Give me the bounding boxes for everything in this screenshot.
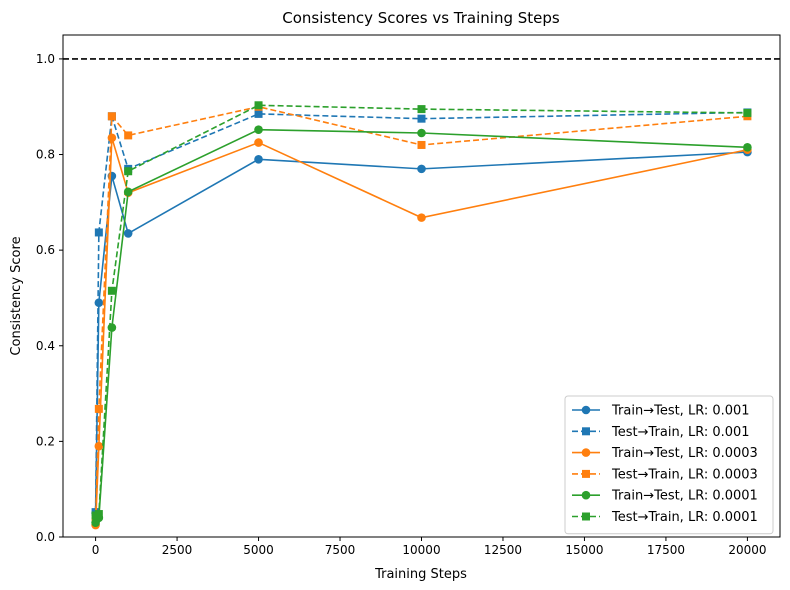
- data-point: [254, 138, 263, 147]
- data-point: [124, 131, 133, 140]
- data-point: [417, 140, 426, 149]
- chart-title: Consistency Scores vs Training Steps: [282, 9, 560, 27]
- legend-label: Test→Train, LR: 0.0003: [611, 467, 758, 482]
- legend-box: [564, 395, 774, 535]
- plot-area: 0 2500 5000 7500 10000 12500 15000 17500 20000 0.…: [36, 34, 781, 557]
- x-tick-label: 12500: [484, 543, 522, 557]
- y-axis-title: Consistency Score: [9, 236, 24, 355]
- y-tick-label: 0.6: [36, 243, 55, 257]
- legend-marker: [581, 405, 591, 415]
- data-point: [417, 128, 426, 138]
- data-point: [107, 112, 116, 121]
- legend: Train→Test, LR: 0.001 Test→Train, LR: 0.0…: [564, 395, 774, 535]
- x-tick-label: 2500: [162, 543, 193, 557]
- legend-label: Test→Train, LR: 0.0001: [611, 510, 758, 525]
- x-axis-title: Training Steps: [374, 567, 467, 582]
- data-point: [417, 105, 426, 114]
- data-point: [254, 109, 263, 118]
- legend-label: Test→Train, LR: 0.001: [611, 425, 750, 440]
- data-point: [94, 298, 104, 308]
- data-point: [107, 286, 116, 295]
- y-tick-label: 0.4: [36, 339, 55, 353]
- x-tick-label: 15000: [565, 543, 603, 557]
- data-point: [94, 404, 103, 413]
- legend-label: Train→Test, LR: 0.0003: [611, 446, 758, 461]
- legend-label: Train→Test, LR: 0.0001: [611, 489, 758, 504]
- data-point: [743, 143, 752, 152]
- data-point: [743, 108, 752, 117]
- data-point: [417, 164, 426, 174]
- x-tick-label: 10000: [402, 543, 440, 557]
- x-tick-label: 20000: [728, 543, 766, 557]
- data-point: [254, 101, 263, 110]
- legend-marker: [581, 448, 591, 457]
- y-tick-label: 0.0: [36, 530, 55, 544]
- x-tick-label: 0: [92, 543, 100, 557]
- y-tick-label: 0.2: [36, 434, 55, 448]
- x-tick-label: 7500: [325, 543, 356, 557]
- data-point: [124, 167, 133, 176]
- y-tick-label: 1.0: [36, 52, 55, 66]
- data-point: [254, 155, 263, 164]
- legend-marker: [582, 469, 590, 478]
- x-tick-label: 5000: [243, 543, 274, 557]
- data-point: [254, 125, 263, 134]
- legend-marker: [581, 490, 591, 500]
- data-point: [123, 229, 133, 238]
- data-point: [94, 441, 104, 451]
- x-tick-label: 17500: [647, 543, 685, 557]
- data-point: [107, 133, 117, 143]
- data-point: [107, 323, 117, 332]
- data-point: [94, 510, 103, 519]
- data-point: [417, 213, 426, 222]
- data-point: [417, 114, 426, 123]
- data-point: [94, 228, 103, 237]
- legend-marker: [582, 427, 590, 436]
- legend-label: Train→Test, LR: 0.001: [611, 404, 750, 419]
- legend-marker: [582, 512, 590, 521]
- y-tick-label: 0.8: [36, 148, 55, 162]
